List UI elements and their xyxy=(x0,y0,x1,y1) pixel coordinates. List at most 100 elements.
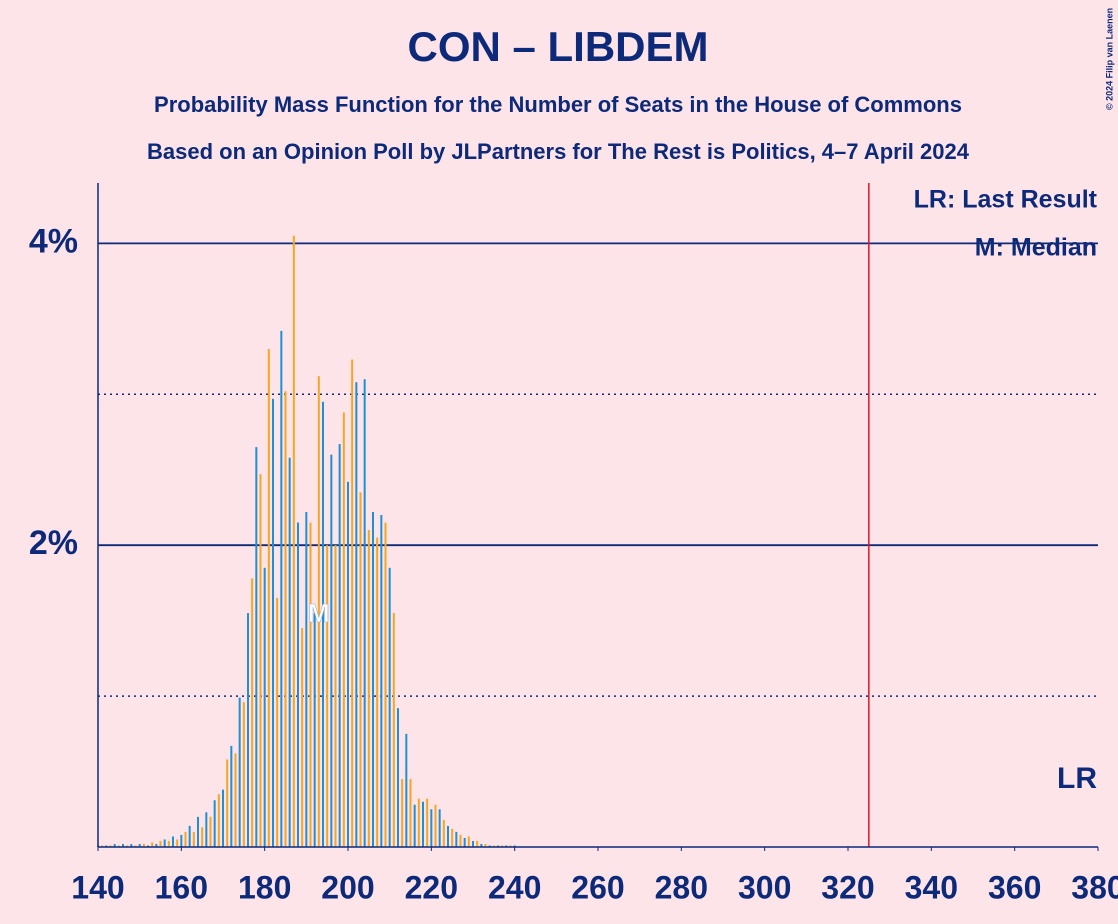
x-tick-label: 140 xyxy=(71,869,124,905)
bar xyxy=(142,843,145,847)
bar xyxy=(188,825,191,847)
bar xyxy=(105,845,108,847)
bar xyxy=(234,753,237,847)
bar xyxy=(442,819,445,847)
bar xyxy=(455,831,458,847)
bar xyxy=(101,845,104,847)
bar xyxy=(301,628,304,847)
x-tick-label: 220 xyxy=(405,869,458,905)
bar xyxy=(384,522,387,847)
bar xyxy=(172,836,174,847)
bar xyxy=(217,794,220,847)
bar xyxy=(247,613,249,847)
bar xyxy=(280,330,283,848)
x-tick-label: 340 xyxy=(905,869,958,905)
legend-entry: M: Median xyxy=(975,234,1097,262)
bar xyxy=(226,759,229,847)
bar xyxy=(288,457,291,847)
bar xyxy=(322,401,324,847)
bar xyxy=(484,843,487,847)
chart-subtitle: Probability Mass Function for the Number… xyxy=(154,92,962,117)
bar xyxy=(159,840,162,847)
y-tick-label: 2% xyxy=(29,524,78,562)
x-tick-label: 380 xyxy=(1071,869,1118,905)
chart-subtitle: Based on an Opinion Poll by JLPartners f… xyxy=(147,139,970,164)
bar xyxy=(405,733,408,847)
x-tick-label: 300 xyxy=(738,869,791,905)
bar xyxy=(138,843,141,847)
y-tick-label: 4% xyxy=(29,222,78,260)
x-tick-label: 240 xyxy=(488,869,541,905)
bar xyxy=(230,745,233,847)
x-tick-label: 360 xyxy=(988,869,1041,905)
bar xyxy=(497,845,499,847)
bar xyxy=(292,235,295,847)
bar xyxy=(472,840,474,847)
bar xyxy=(401,779,404,847)
chart-title: CON – LIBDEM xyxy=(407,23,708,70)
bar xyxy=(317,376,320,847)
bar xyxy=(459,834,462,847)
x-tick-label: 280 xyxy=(655,869,708,905)
bar xyxy=(422,801,424,847)
bar xyxy=(438,809,441,847)
bar xyxy=(338,444,341,847)
bar xyxy=(451,828,454,847)
bar xyxy=(242,702,245,847)
bar xyxy=(409,779,412,847)
bar xyxy=(255,447,258,847)
bar xyxy=(263,567,266,847)
bar xyxy=(222,789,224,847)
bar xyxy=(434,804,437,847)
bar xyxy=(326,545,329,847)
copyright: © 2024 Filip van Laenen xyxy=(1104,8,1114,110)
x-tick-label: 260 xyxy=(571,869,624,905)
bar xyxy=(351,359,354,847)
bar xyxy=(397,708,399,847)
bar xyxy=(184,831,187,847)
bar xyxy=(167,840,170,847)
bar xyxy=(492,845,495,847)
median-marker: M xyxy=(308,598,330,628)
bar xyxy=(513,845,516,847)
x-tick-label: 200 xyxy=(321,869,374,905)
bar xyxy=(476,840,479,847)
bar xyxy=(305,511,308,847)
bar xyxy=(488,845,491,847)
bar xyxy=(259,474,262,847)
bar xyxy=(417,798,420,847)
bar xyxy=(372,511,374,847)
bar xyxy=(251,578,254,847)
bar xyxy=(467,836,470,847)
bar xyxy=(213,800,216,847)
bar xyxy=(480,843,483,847)
bar xyxy=(505,845,508,847)
bar xyxy=(272,398,274,847)
bar xyxy=(109,845,112,847)
last-result-label: LR xyxy=(1057,762,1097,795)
bar xyxy=(238,697,241,847)
bar xyxy=(197,816,199,847)
bar xyxy=(330,454,333,847)
bar xyxy=(359,492,362,847)
bar xyxy=(284,391,287,847)
bar xyxy=(501,845,504,847)
bar xyxy=(347,481,349,847)
bar xyxy=(122,843,124,847)
x-tick-label: 320 xyxy=(821,869,874,905)
bar xyxy=(276,598,279,847)
bar xyxy=(113,843,116,847)
bar xyxy=(117,845,120,847)
bar xyxy=(130,843,133,847)
bar xyxy=(355,382,358,847)
bar xyxy=(509,845,512,847)
bar xyxy=(367,530,370,847)
bar xyxy=(463,837,466,847)
bar xyxy=(388,567,391,847)
x-tick-label: 180 xyxy=(238,869,291,905)
bar xyxy=(134,845,137,847)
bar xyxy=(309,522,312,847)
bar xyxy=(430,809,433,847)
